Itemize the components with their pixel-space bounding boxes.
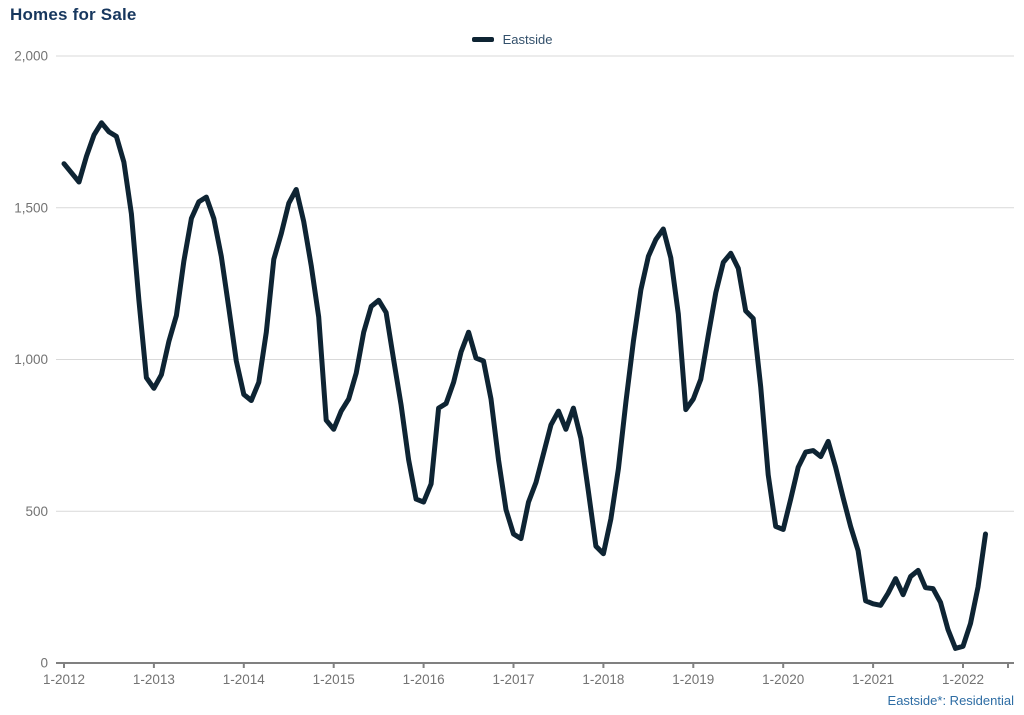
x-axis-label: 1-2018 [582, 672, 624, 687]
y-axis-label: 0 [40, 656, 48, 671]
series-line-eastside [61, 120, 988, 651]
y-axis-label: 500 [25, 504, 48, 519]
x-axis-label: 1-2015 [313, 672, 355, 687]
chart-title: Homes for Sale [10, 5, 137, 24]
x-axis-label: 1-2019 [672, 672, 714, 687]
x-axis-label: 1-2017 [492, 672, 534, 687]
x-axis-label: 1-2014 [223, 672, 266, 687]
legend: Eastside [0, 32, 1024, 47]
x-axis-label: 1-2013 [133, 672, 175, 687]
x-axis-label: 1-2020 [762, 672, 804, 687]
legend-label-eastside[interactable]: Eastside [502, 32, 553, 47]
footnote: Eastside*: Residential [887, 693, 1014, 708]
x-axis-label: 1-2012 [43, 672, 85, 687]
x-axis-label: 1-2016 [403, 672, 445, 687]
x-axis-label: 1-2021 [852, 672, 894, 687]
y-axis-label: 1,500 [14, 200, 48, 215]
y-axis-label: 1,000 [14, 352, 48, 367]
x-axis-label: 1-2022 [942, 672, 984, 687]
legend-swatch-eastside[interactable] [471, 37, 494, 42]
y-axis-label: 2,000 [14, 49, 48, 64]
